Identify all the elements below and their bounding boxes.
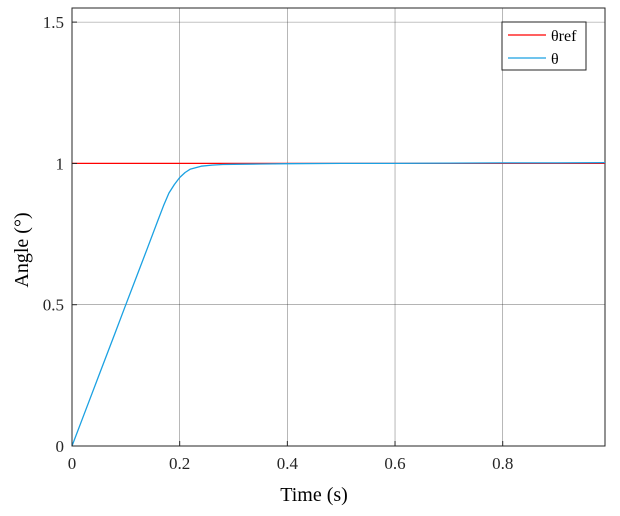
x-tick-label: 0 [68,454,77,473]
y-tick-label: 0.5 [43,296,64,315]
y-tick-label: 1.5 [43,13,64,32]
x-tick-label: 0.6 [384,454,405,473]
tick-layer: 0 0.2 0.4 0.6 0.8 0 0.5 1 1.5 [43,13,514,473]
legend-label-theta-ref: θref [551,28,577,45]
legend-label-theta: θ [551,51,559,68]
series-layer [71,161,606,447]
y-tick-label: 1 [56,154,65,173]
y-axis-label: Angle (°) [11,212,33,287]
y-tick-label: 0 [56,437,65,456]
legend-box [501,21,587,71]
legend: θref θ [501,21,587,71]
x-axis-label: Time (s) [280,484,348,506]
plot-area [71,7,606,447]
x-tick-label: 0.4 [277,454,299,473]
x-tick-label: 0.8 [492,454,513,473]
x-tick-label: 0.2 [169,454,190,473]
theta-line [71,161,606,447]
